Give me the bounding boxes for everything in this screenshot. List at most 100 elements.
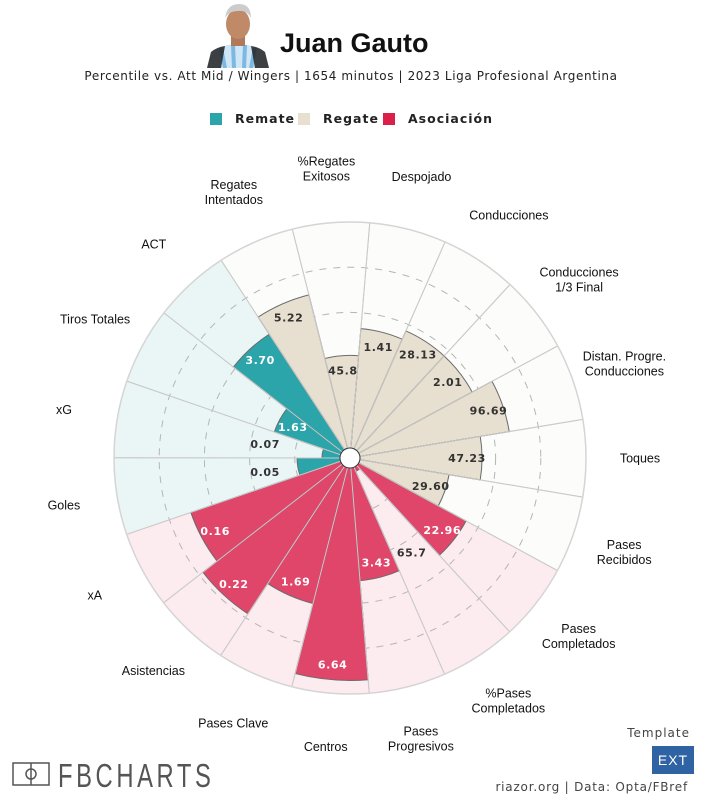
- slice-divider: [126, 460, 341, 535]
- slice-divider: [358, 462, 558, 571]
- category-label-line: Conducciones: [539, 266, 618, 280]
- category-label: Conducciones: [469, 208, 548, 222]
- fbcharts-logo: FBCHARTS: [12, 757, 275, 795]
- value-label: 28.13: [399, 348, 437, 361]
- template-label: Template: [627, 726, 690, 740]
- value-label: 0.22: [219, 578, 249, 591]
- legend-label: Asociación: [408, 111, 494, 126]
- category-label: Pases Completados: [542, 622, 616, 651]
- value-label: 65.7: [397, 547, 427, 560]
- category-label: Pases Clave: [198, 716, 268, 730]
- legend-swatch-regate: [298, 112, 310, 125]
- pitch-icon: [12, 762, 50, 790]
- category-label-line: %Regates: [298, 154, 356, 168]
- value-label: 1.63: [278, 421, 308, 434]
- category-label: Asistencias: [122, 664, 185, 678]
- value-label: 96.69: [470, 405, 508, 418]
- value-label: 0.07: [250, 438, 280, 451]
- category-label-line: Recibidos: [597, 553, 652, 567]
- value-label: 3.70: [245, 354, 275, 367]
- category-label-line: Tiros Totales: [60, 313, 130, 327]
- category-label-line: Pases Clave: [198, 716, 268, 730]
- category-label: %Regates Exitosos: [298, 154, 356, 183]
- subtitle: Percentile vs. Att Mid / Wingers | 1654 …: [84, 69, 618, 83]
- slice-divider: [350, 222, 371, 449]
- category-label: xA: [88, 589, 103, 603]
- data-credit: riazor.org | Data: Opta/FBref: [495, 780, 688, 794]
- category-label-line: Toques: [620, 451, 660, 465]
- category-label-line: xA: [88, 589, 103, 603]
- legend-item-remate: Remate: [210, 111, 295, 126]
- template-badge: EXT: [652, 746, 694, 774]
- outer-ring: [113, 221, 587, 695]
- value-label: 5.22: [274, 312, 304, 325]
- category-label-line: Conducciones: [469, 208, 548, 222]
- category-label: %Pases Completados: [472, 686, 546, 715]
- category-label: Toques: [620, 451, 660, 465]
- category-label-line: ACT: [141, 237, 166, 251]
- category-label-line: Asistencias: [122, 664, 185, 678]
- player-name: Juan Gauto: [280, 28, 429, 58]
- slice-divider: [350, 467, 370, 694]
- center-hole: [339, 447, 361, 469]
- category-label-line: Pases: [607, 538, 642, 552]
- player-photo: [203, 0, 273, 69]
- category-label: Pases Progresivos: [388, 725, 454, 754]
- slice-divider: [353, 241, 446, 450]
- value-label: 6.64: [318, 659, 348, 672]
- value-label: 0.16: [200, 525, 230, 538]
- slice-divider: [359, 418, 583, 457]
- value-label: 1.69: [281, 576, 311, 589]
- category-label: Regates Intentados: [205, 178, 263, 207]
- slice-divider: [359, 459, 583, 498]
- logo-text: FBCHARTS: [58, 757, 215, 794]
- slice-divider: [220, 466, 345, 656]
- category-label-line: Regates: [211, 178, 258, 192]
- category-label-line: Centros: [304, 740, 348, 754]
- slice-divider: [163, 312, 343, 453]
- category-label: xG: [56, 403, 72, 417]
- category-label-line: Distan. Progre.: [583, 350, 666, 364]
- category-label: Conducciones 1/3 Final: [539, 266, 618, 295]
- category-label-line: Progresivos: [388, 740, 454, 754]
- category-label-line: Pases: [561, 622, 596, 636]
- category-label-line: Pases: [404, 725, 439, 739]
- legend-item-asociacion: Asociación: [383, 111, 493, 126]
- slice-divider: [353, 466, 446, 675]
- slice-divider: [358, 345, 558, 454]
- legend-swatch-asociacion: [383, 112, 395, 125]
- category-label: Tiros Totales: [60, 313, 130, 327]
- category-label-line: Completados: [472, 701, 546, 715]
- category-label-line: Intentados: [205, 193, 263, 207]
- slice-divider: [220, 260, 345, 450]
- category-label-line: Despojado: [392, 170, 452, 184]
- slice-divider: [126, 380, 341, 456]
- slice-divider: [163, 463, 343, 604]
- legend-label: Regate: [323, 111, 379, 126]
- category-label: Distan. Progre. Conducciones: [583, 350, 666, 379]
- category-label-line: Completados: [542, 637, 616, 651]
- category-label: Goles: [48, 498, 81, 512]
- category-label: Despojado: [392, 170, 452, 184]
- category-label: Centros: [304, 740, 348, 754]
- value-label: 22.96: [423, 524, 461, 537]
- slice-divider: [291, 467, 349, 687]
- category-label-line: %Pases: [485, 686, 531, 700]
- slice-divider: [291, 229, 349, 449]
- category-label: ACT: [141, 237, 166, 251]
- value-label: 47.23: [448, 452, 486, 465]
- category-label-line: 1/3 Final: [555, 281, 603, 295]
- value-label: 0.05: [250, 466, 280, 479]
- value-label: 1.41: [364, 341, 394, 354]
- category-label-line: Exitosos: [303, 169, 350, 183]
- value-label: 3.43: [362, 557, 392, 570]
- legend-swatch-remate: [210, 112, 222, 125]
- legend-label: Remate: [235, 111, 296, 126]
- category-label-line: Goles: [48, 498, 81, 512]
- category-label-line: Conducciones: [585, 365, 664, 379]
- slice-divider: [356, 284, 511, 451]
- value-label: 2.01: [433, 376, 463, 389]
- category-label-line: xG: [56, 403, 72, 417]
- value-label: 29.60: [412, 480, 450, 493]
